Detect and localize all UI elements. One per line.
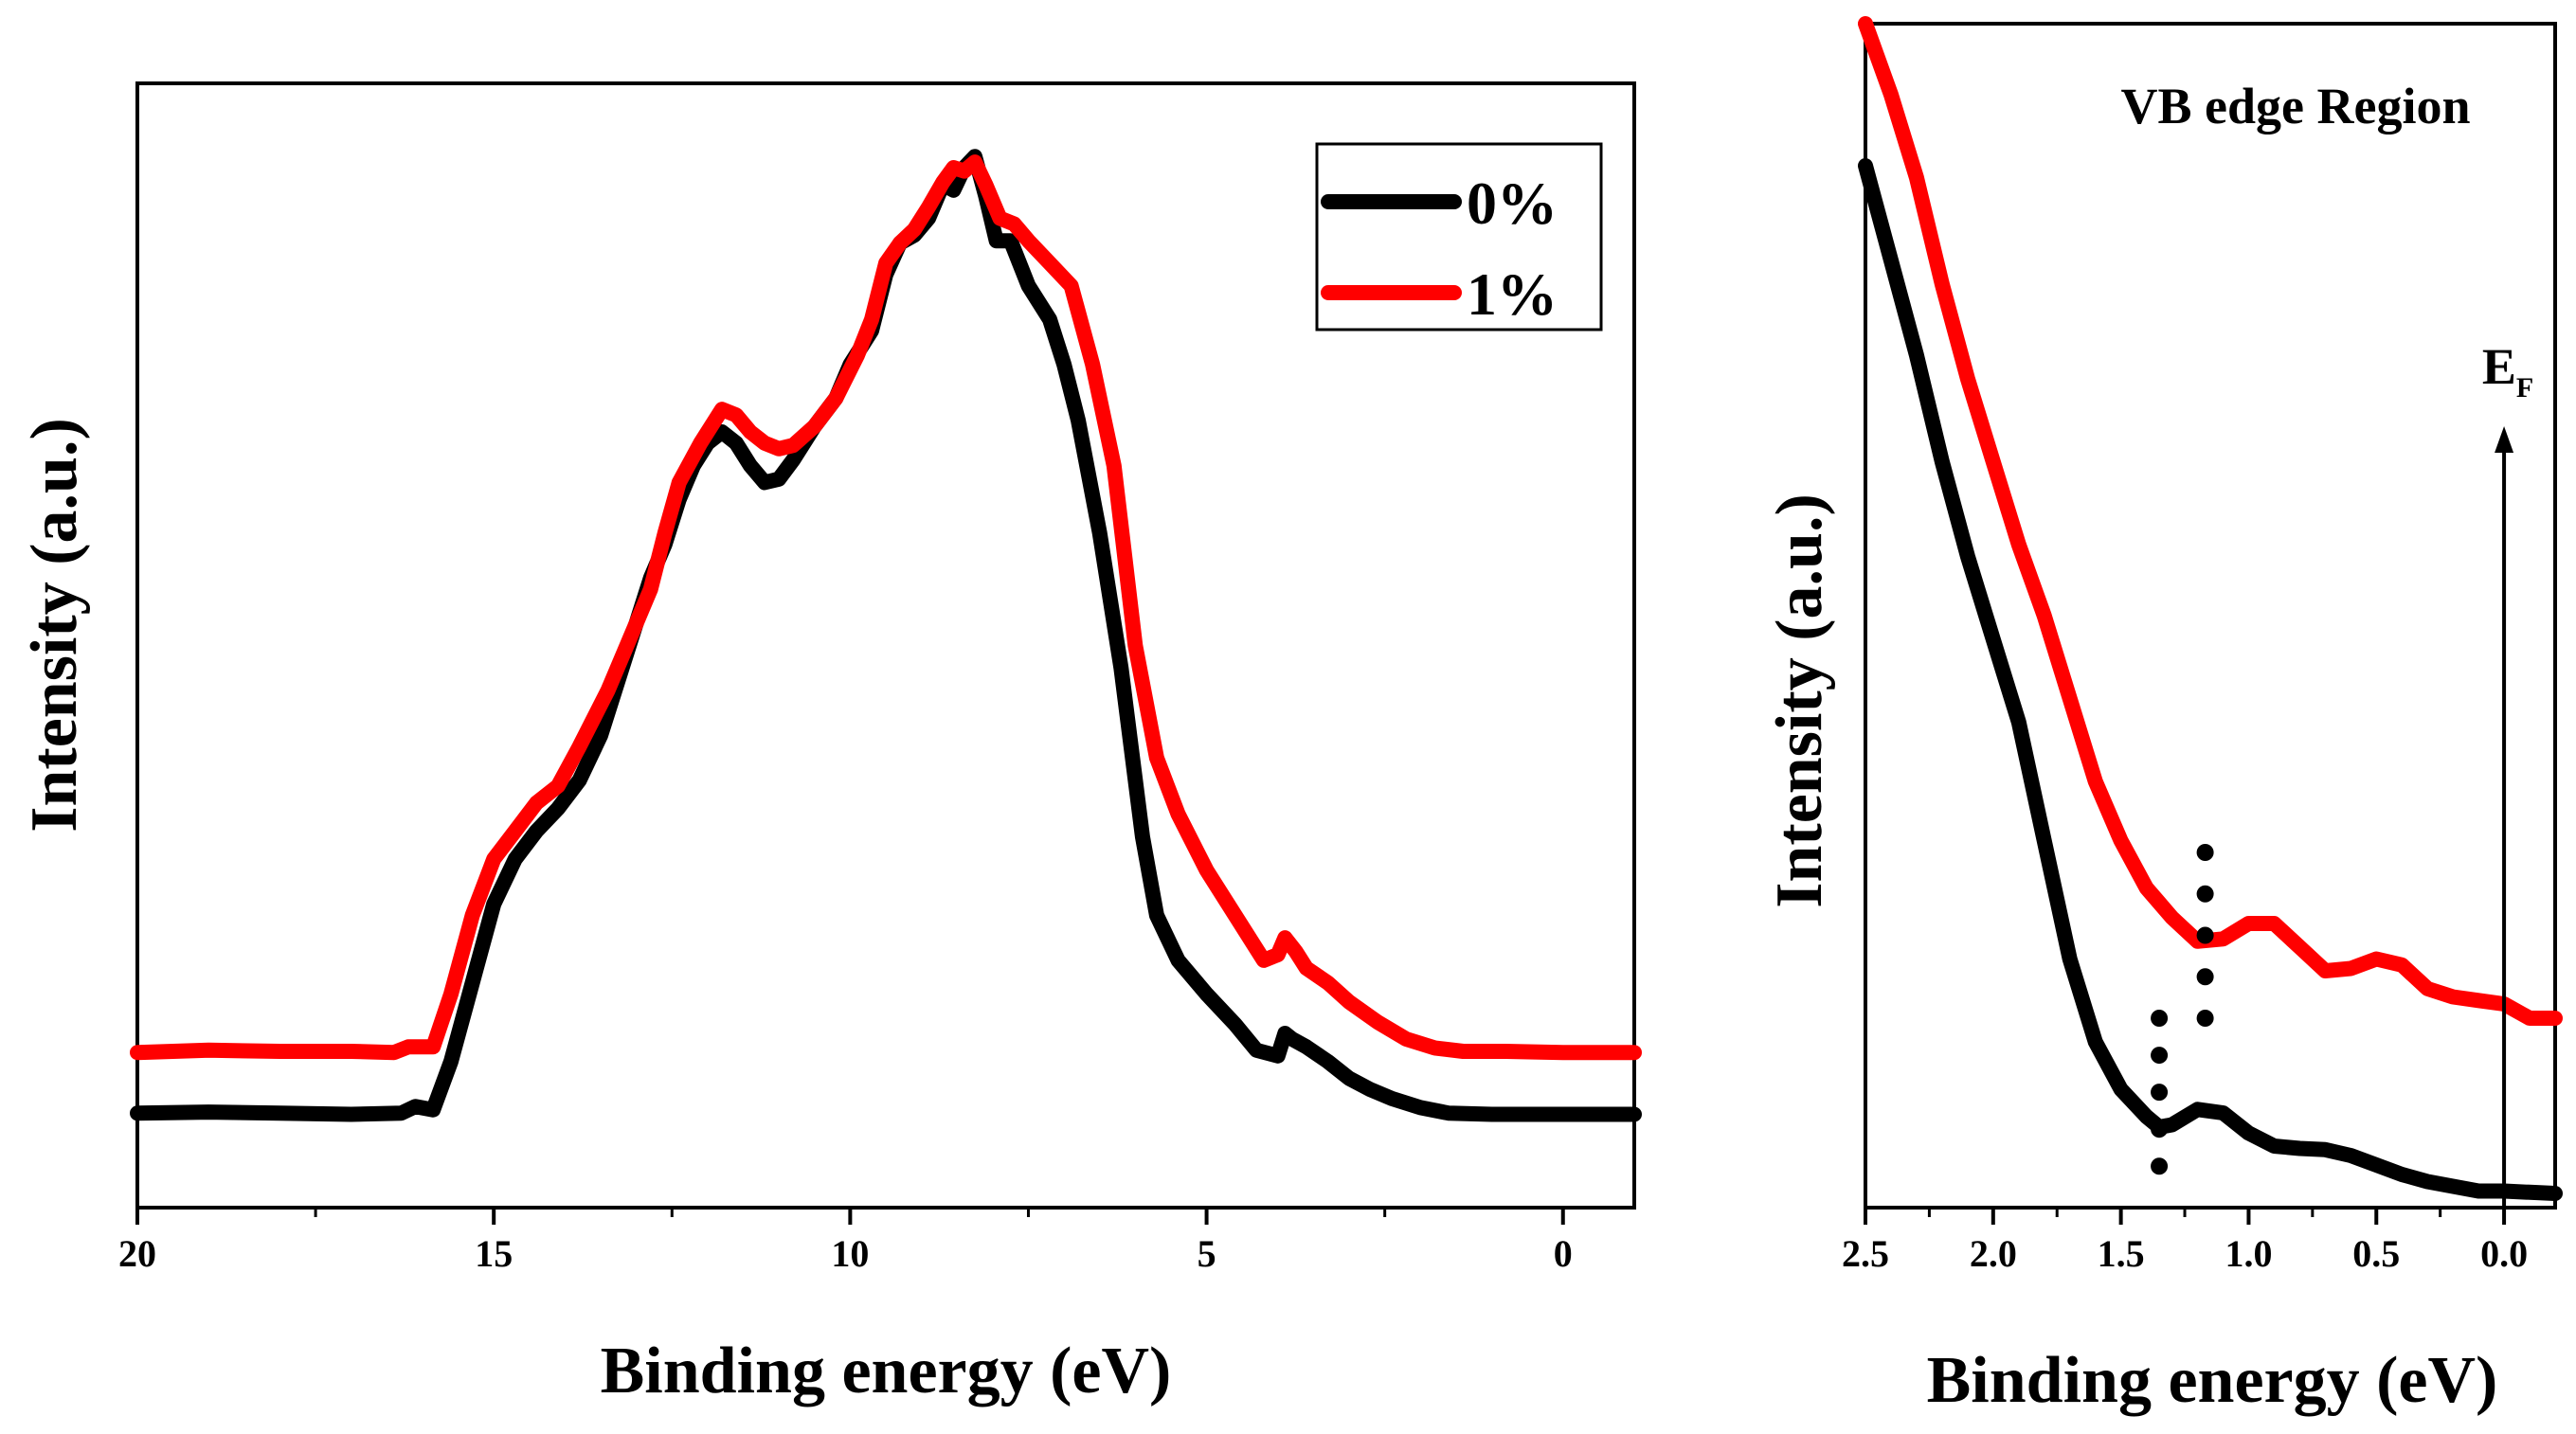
right-x-axis-title: Binding energy (eV) [1927,1344,2498,1417]
full-spectrum-panel: 20 15 10 5 0 0% 1% Binding energy (eV) Inten… [18,81,1642,1407]
legend-box [1315,142,1603,332]
dotted-marker-1-dot [2196,1010,2214,1027]
dotted-marker-1-dot [2196,968,2214,986]
legend-label-0pct: 0% [1467,170,1558,237]
left-tick-label: 15 [475,1232,513,1275]
right-x-tick-labels: 2.5 2.0 1.5 1.0 0.5 0.0 [1842,1232,2528,1275]
dotted-marker-1-dot [2196,844,2214,861]
legend: 0% 1% [1315,142,1603,332]
left-tick-label: 10 [831,1232,869,1275]
vb-edge-panel: 2.5 2.0 1.5 1.0 0.5 0.0 EF VB edge Region Bin… [1763,16,2563,1417]
left-tick-label: 20 [118,1232,156,1275]
right-series-line-0 [1858,158,2563,1201]
left-x-axis-title: Binding energy (eV) [601,1335,1172,1407]
dotted-marker-1-dot [2196,885,2214,903]
dotted-marker-0-dot [2151,1084,2169,1102]
right-tick-label: 2.0 [1970,1232,2017,1275]
right-panel-title: VB edge Region [2121,78,2471,134]
right-series-line-1 [1858,16,2563,1026]
right-y-axis-title: Intensity (a.u.) [1763,493,1836,908]
dotted-marker-0-dot [2151,1120,2169,1138]
left-tick-label: 5 [1198,1232,1216,1275]
dotted-marker-0-dot [2151,1010,2169,1027]
fermi-arrow-head [2495,426,2514,453]
right-tick-label: 0.5 [2352,1232,2400,1275]
dotted-markers [2151,844,2214,1175]
fermi-level-marker: EF [2482,338,2533,1208]
right-tick-label: 2.5 [1842,1232,1889,1275]
legend-label-1pct: 1% [1467,260,1558,328]
dotted-marker-0-dot [2151,1047,2169,1065]
fermi-level-label: EF [2482,338,2533,403]
left-series-group [130,149,1642,1122]
left-x-tick-labels: 20 15 10 5 0 [118,1232,1573,1275]
left-x-ticks [135,1208,1565,1225]
right-plot-frame [1864,22,2557,1210]
right-tick-label: 0.0 [2480,1232,2528,1275]
left-tick-label: 0 [1554,1232,1573,1275]
left-series-line-1 [130,154,1642,1061]
dotted-marker-0-dot [2151,1157,2169,1175]
left-plot-frame [135,81,1636,1210]
right-tick-label: 1.5 [2098,1232,2145,1275]
dotted-marker-1-dot [2196,926,2214,944]
right-tick-label: 1.0 [2225,1232,2272,1275]
left-y-axis-title: Intensity (a.u.) [18,418,91,833]
right-x-ticks [1864,1208,2507,1225]
